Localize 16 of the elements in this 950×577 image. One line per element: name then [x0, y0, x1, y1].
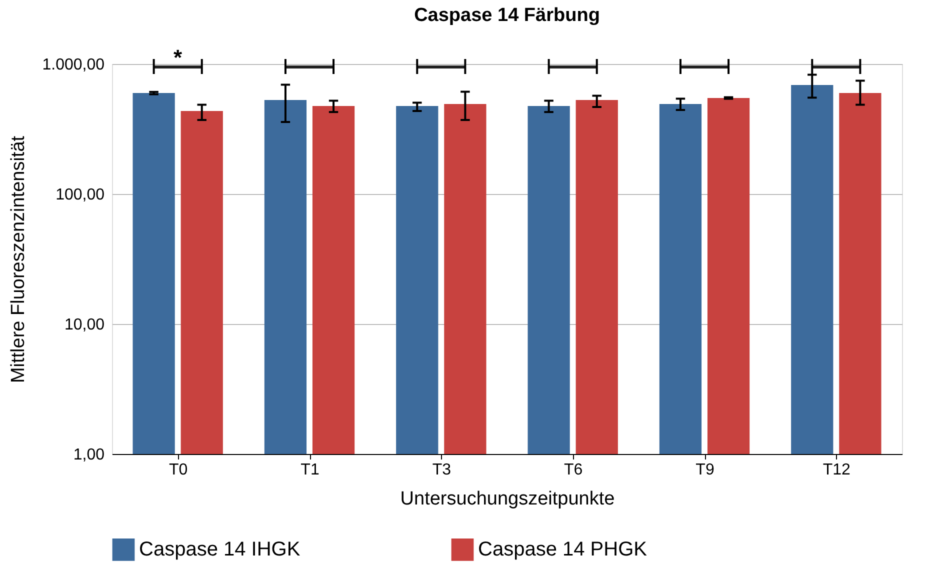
x-tick-label: T12: [822, 462, 851, 478]
chart-title: Caspase 14 Färbung: [414, 5, 600, 26]
x-axis-title: Untersuchungszeitpunkte: [400, 488, 615, 510]
x-tick-label: T0: [168, 462, 188, 478]
y-tick-label: 1.000,00: [42, 56, 105, 74]
x-tick-label: T3: [432, 462, 452, 478]
y-tick-label: 100,00: [56, 186, 105, 204]
legend-label: Caspase 14 IHGK: [139, 538, 301, 561]
x-tick-label: T1: [300, 462, 320, 478]
annotation: *: [174, 45, 183, 70]
y-tick-label: 1,00: [73, 446, 105, 464]
y-axis-title: Mittlere Fluoreszenzintensität: [8, 135, 30, 384]
y-tick-label: 10,00: [64, 316, 105, 334]
x-tick-label: T6: [564, 462, 583, 478]
x-tick-label: T9: [696, 462, 714, 478]
legend-label: Caspase 14 PHGK: [478, 538, 648, 561]
